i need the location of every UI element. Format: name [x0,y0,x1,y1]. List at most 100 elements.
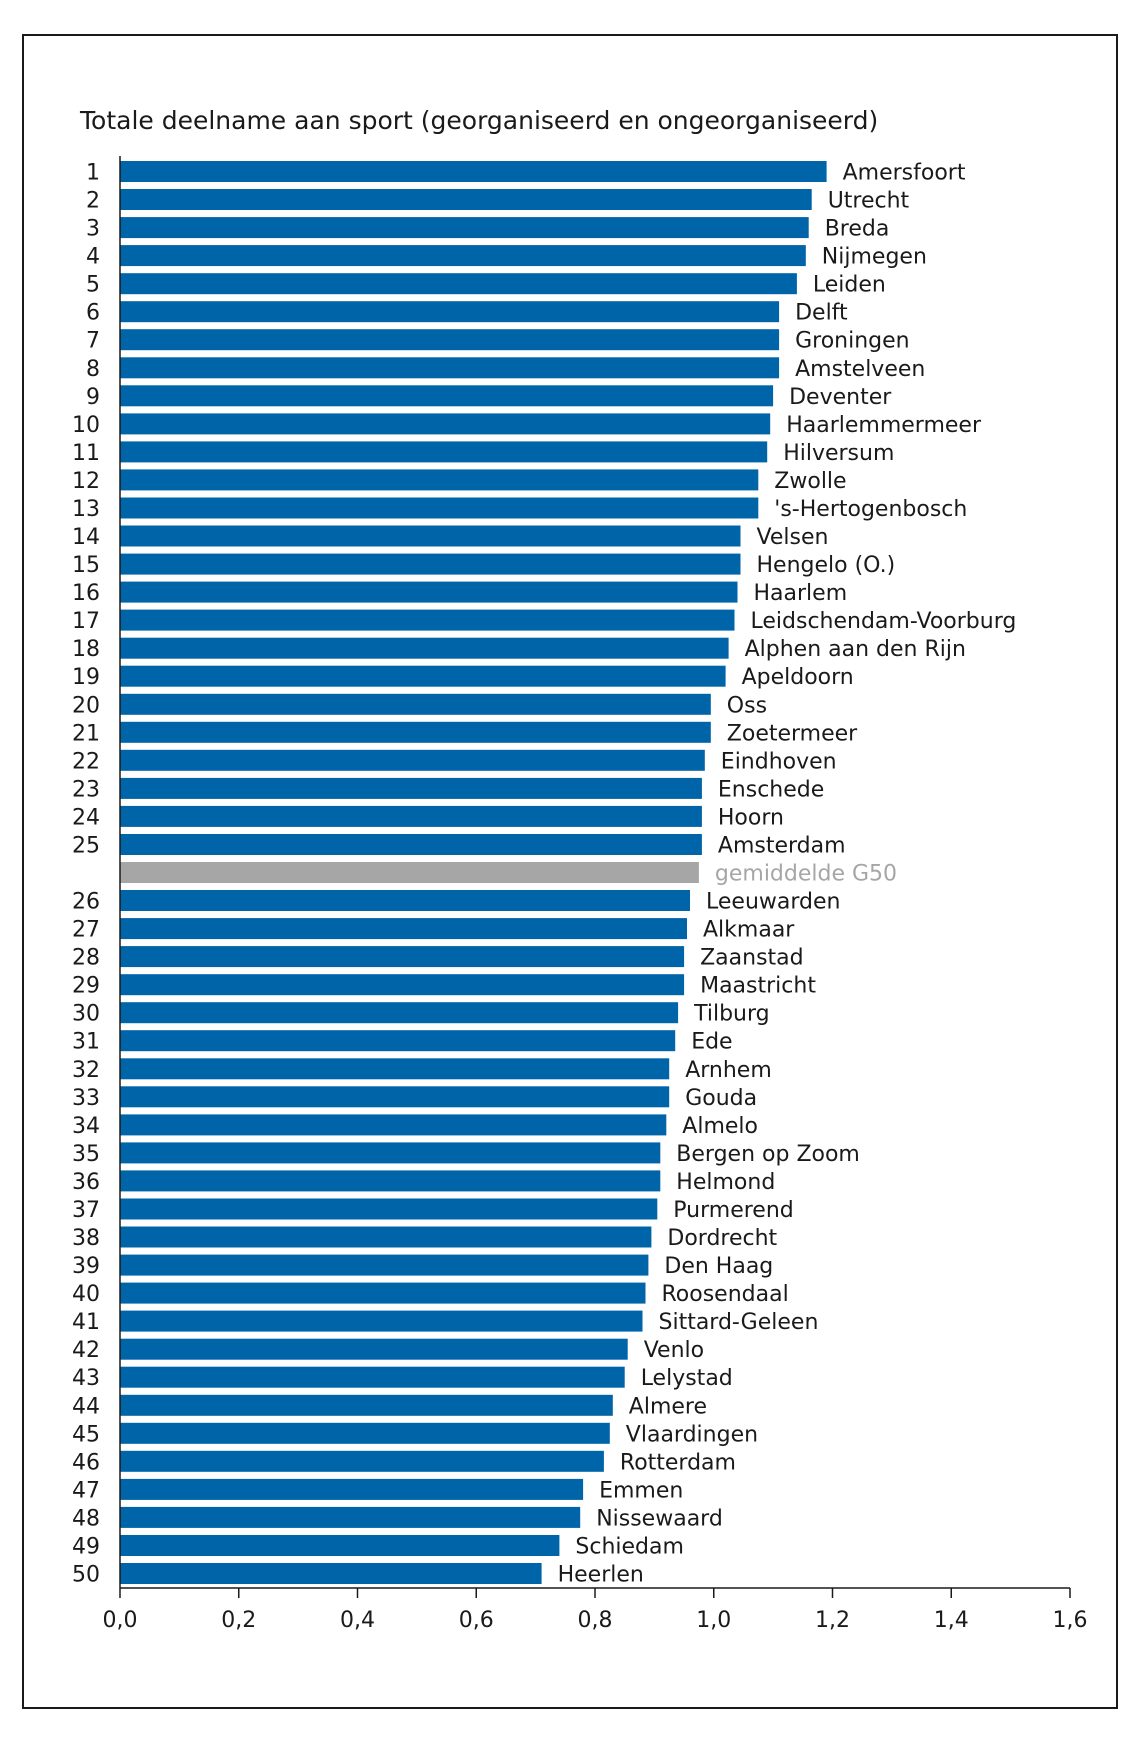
x-tick-label: 0,2 [221,1608,256,1633]
rank-label: 37 [72,1198,100,1223]
rank-label: 13 [72,497,100,522]
rank-label: 5 [86,273,100,298]
rank-label: 23 [72,777,100,802]
rank-label: 16 [72,581,100,606]
bar [120,1282,646,1304]
bar [120,1170,661,1192]
bar [120,525,741,547]
city-label: Groningen [795,329,910,354]
x-tick-label: 0,6 [459,1608,494,1633]
bar [120,189,812,210]
city-label: Arnhem [685,1058,772,1083]
bar [120,637,729,659]
rank-label: 45 [72,1422,100,1447]
rank-label: 36 [72,1170,100,1195]
city-label: Maastricht [700,974,816,999]
rank-label: 48 [72,1506,100,1531]
bar [120,161,827,182]
bar [120,1114,667,1136]
city-label: Eindhoven [721,749,837,774]
bar [120,693,711,715]
city-label: Tilburg [693,1002,770,1027]
city-label: Emmen [599,1478,683,1503]
rank-label: 41 [72,1310,100,1335]
city-label: Enschede [718,777,824,802]
rank-label: 42 [72,1338,100,1363]
city-label: Leidschendam-Voorburg [751,609,1017,634]
city-label: Alphen aan den Rijn [745,637,966,662]
rank-label: 30 [72,1002,100,1027]
city-label: Hengelo (O.) [757,553,896,578]
bar [120,946,685,968]
city-label: Schiedam [575,1535,684,1560]
city-label: Lelystad [641,1366,733,1391]
bar [120,1226,652,1248]
bar [120,413,771,435]
city-label: Venlo [644,1338,704,1363]
city-label: Vlaardingen [626,1422,758,1447]
chart-title: Totale deelname aan sport (georganiseerd… [80,106,879,135]
city-label: Velsen [757,525,829,550]
city-label: Delft [795,301,848,326]
bar [120,1198,658,1220]
bar [120,805,702,827]
city-label: Amersfoort [843,161,966,186]
city-label: Nijmegen [822,245,927,270]
city-label: Breda [825,217,890,242]
city-label: Den Haag [664,1254,773,1279]
rank-label: 20 [72,693,100,718]
bar [120,553,741,575]
rank-label: 35 [72,1142,100,1167]
city-label: Haarlemmermeer [786,413,982,438]
bar [120,1058,670,1080]
city-label: Purmerend [673,1198,793,1223]
rank-label: 7 [86,329,100,354]
rank-label: 34 [72,1114,100,1139]
city-label: Deventer [789,385,892,410]
rank-label: 38 [72,1226,100,1251]
city-label: Utrecht [828,189,910,214]
bar [120,357,780,379]
city-label: Dordrecht [667,1226,777,1251]
city-label: Zwolle [774,469,846,494]
city-label: Hoorn [718,805,784,830]
rank-label: 26 [72,890,100,915]
city-label: Heerlen [558,1563,644,1588]
x-tick-label: 1,0 [696,1608,731,1633]
rank-label: 6 [86,301,100,326]
rank-label: 24 [72,805,100,830]
rank-label: 4 [86,245,100,270]
city-label: Leeuwarden [706,890,840,915]
rank-label: 17 [72,609,100,634]
city-label: Amsterdam [718,834,846,859]
x-tick-label: 0,4 [340,1608,375,1633]
x-tick-label: 1,2 [815,1608,850,1633]
bar [120,1030,676,1052]
bar [120,441,768,463]
rank-label: 44 [72,1394,100,1419]
bar [120,469,759,491]
bar [120,245,806,267]
bar [120,1086,670,1108]
rank-label: 33 [72,1086,100,1111]
rank-label: 28 [72,946,100,971]
rank-label: 47 [72,1478,100,1503]
city-label: Zoetermeer [727,721,858,746]
city-label: Alkmaar [703,918,795,943]
bar [120,1450,604,1472]
city-label: Amstelveen [795,357,925,382]
bar [120,1366,625,1388]
city-label: Ede [691,1030,732,1055]
bar [120,497,759,519]
x-tick-label: 1,6 [1053,1608,1088,1633]
city-label: Bergen op Zoom [676,1142,860,1167]
rank-label: 9 [86,385,100,410]
bar [120,217,809,239]
city-label: Sittard-Geleen [659,1310,819,1335]
rank-label: 3 [86,217,100,242]
bar [120,665,726,687]
bar [120,918,687,940]
city-label: Nissewaard [596,1506,723,1531]
bar [120,777,702,799]
